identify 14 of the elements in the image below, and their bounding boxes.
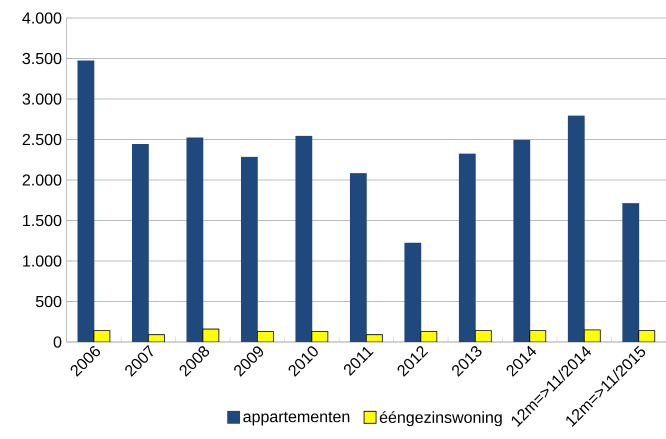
y-tick-label: 1.000 xyxy=(23,255,62,267)
y-tick-label: 0 xyxy=(54,336,62,348)
y-tick-label: 3.000 xyxy=(22,93,62,105)
y-tick-label: 2.000 xyxy=(22,174,62,186)
y-tick-label: 4.000 xyxy=(22,12,62,24)
legend-label: ééngezinswoning xyxy=(380,411,502,426)
y-tick-label: 1.500 xyxy=(23,214,62,226)
legend-label: appartementen xyxy=(243,412,350,426)
bar xyxy=(638,330,656,342)
bar xyxy=(530,330,546,342)
bar xyxy=(475,330,492,342)
y-tick-label: 2.500 xyxy=(22,134,62,146)
y-tick-label: 3.500 xyxy=(22,52,62,64)
y-tick-label: 500 xyxy=(36,296,62,308)
